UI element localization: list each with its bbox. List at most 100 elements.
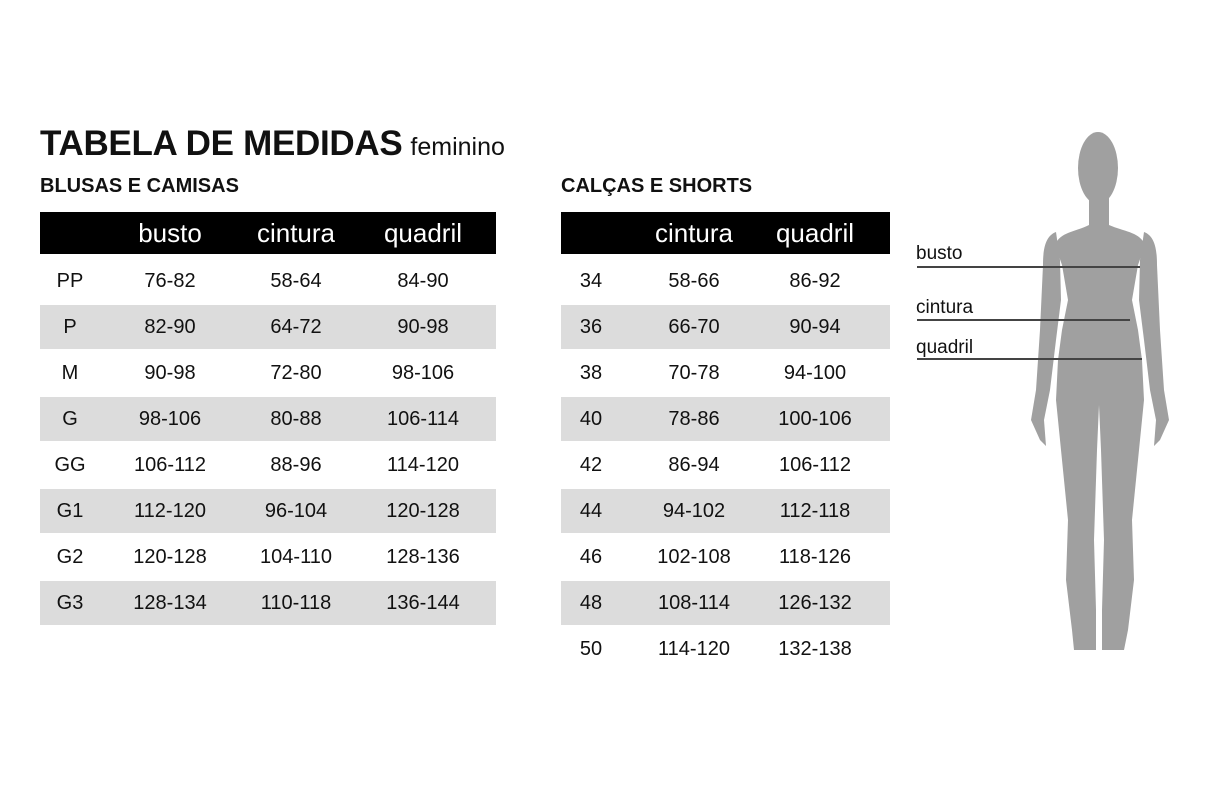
size-cell: 36: [579, 315, 603, 338]
silhouette-right-arm: [1139, 232, 1169, 446]
measure-cell: 58-66: [668, 269, 720, 292]
table-header: busto cintura quadril: [40, 212, 496, 254]
measure-cell: 120-128: [133, 545, 207, 568]
table-row: 40 78-86 100-106: [561, 396, 890, 442]
table-header: cintura quadril: [561, 212, 890, 254]
subtitle: feminino: [410, 133, 505, 161]
measure-cell: 104-110: [260, 545, 332, 568]
measure-cell: 86-94: [668, 453, 720, 476]
measure-cell: 98-106: [138, 407, 202, 430]
table-row: G3 128-134 110-118 136-144: [40, 580, 496, 626]
title-text: TABELA DE MEDIDAS: [40, 124, 403, 163]
table-row: 38 70-78 94-100: [561, 350, 890, 396]
table-row: G 98-106 80-88 106-114: [40, 396, 496, 442]
size-cell: 40: [579, 407, 603, 430]
measure-cell: 112-118: [779, 499, 851, 522]
measure-cell: 84-90: [397, 269, 449, 292]
measure-cell: 96-104: [264, 499, 328, 522]
measure-cell: 110-118: [260, 591, 332, 614]
measure-cell: 80-88: [270, 407, 322, 430]
size-cell: GG: [54, 453, 86, 476]
measure-cell: 76-82: [144, 269, 196, 292]
size-cell: 42: [579, 453, 603, 476]
size-cell: 46: [579, 545, 603, 568]
table-row: PP 76-82 58-64 84-90: [40, 258, 496, 304]
table-row: 46 102-108 118-126: [561, 534, 890, 580]
measure-cell: 120-128: [386, 499, 460, 522]
measure-cell: 64-72: [270, 315, 322, 338]
measure-cell: 102-108: [657, 545, 731, 568]
measure-cell: 106-114: [387, 407, 459, 430]
table-row: 48 108-114 126-132: [561, 580, 890, 626]
column-header: cintura: [654, 217, 734, 248]
label-busto: busto: [916, 243, 963, 264]
table-row: GG 106-112 88-96 114-120: [40, 442, 496, 488]
measure-cell: 86-92: [789, 269, 841, 292]
size-cell: G3: [56, 591, 84, 614]
measure-cell: 90-94: [789, 315, 841, 338]
column-header: cintura: [256, 217, 336, 248]
table-row: 44 94-102 112-118: [561, 488, 890, 534]
silhouette-head: [1078, 132, 1118, 204]
column-header: quadril: [383, 217, 463, 248]
measure-cell: 70-78: [668, 361, 720, 384]
table-row: P 82-90 64-72 90-98: [40, 304, 496, 350]
blusas-table: busto cintura quadril PP 76-82 58-64 84-90 P 82-…: [40, 212, 496, 626]
measure-cell: 58-64: [270, 269, 322, 292]
measure-cell: 82-90: [144, 315, 196, 338]
measure-cell: 108-114: [658, 591, 730, 614]
size-cell: 48: [579, 591, 603, 614]
column-header: quadril: [775, 217, 855, 248]
table-row: G1 112-120 96-104 120-128: [40, 488, 496, 534]
size-cell: 50: [579, 637, 603, 660]
line-cintura: [917, 319, 1130, 321]
measure-cell: 78-86: [668, 407, 720, 430]
measure-cell: 90-98: [144, 361, 196, 384]
measure-cell: 72-80: [270, 361, 322, 384]
measure-cell: 90-98: [397, 315, 449, 338]
line-quadril: [917, 358, 1142, 360]
size-cell: 34: [579, 269, 603, 292]
measure-cell: 106-112: [134, 453, 206, 476]
size-cell: G1: [56, 499, 84, 522]
blusas-heading: BLUSAS E CAMISAS: [40, 175, 239, 197]
measure-cell: 132-138: [778, 637, 852, 660]
size-cell: 38: [579, 361, 603, 384]
label-cintura: cintura: [916, 297, 974, 318]
measure-cell: 126-132: [778, 591, 852, 614]
column-header: busto: [138, 217, 202, 248]
measure-cell: 100-106: [778, 407, 852, 430]
size-cell: PP: [56, 269, 84, 292]
table-row: 36 66-70 90-94: [561, 304, 890, 350]
measure-cell: 98-106: [391, 361, 455, 384]
page-title: TABELA DE MEDIDAS feminino: [40, 124, 505, 164]
silhouette-left-arm: [1031, 232, 1061, 446]
measure-cell: 114-120: [658, 637, 730, 660]
table-row: M 90-98 72-80 98-106: [40, 350, 496, 396]
silhouette-torso-legs: [1055, 198, 1145, 650]
measure-cell: 118-126: [779, 545, 851, 568]
measure-cell: 94-102: [662, 499, 726, 522]
table-row: 50 114-120 132-138: [561, 626, 890, 672]
measure-cell: 114-120: [387, 453, 459, 476]
measure-cell: 66-70: [668, 315, 720, 338]
calcas-heading: CALÇAS E SHORTS: [561, 175, 753, 197]
size-cell: G: [62, 407, 78, 430]
table-row: 34 58-66 86-92: [561, 258, 890, 304]
line-busto: [917, 266, 1140, 268]
label-quadril: quadril: [916, 337, 974, 358]
measure-cell: 112-120: [134, 499, 206, 522]
size-cell: P: [63, 315, 77, 338]
measure-cell: 106-112: [779, 453, 851, 476]
table-row: 42 86-94 106-112: [561, 442, 890, 488]
measure-cell: 136-144: [386, 591, 460, 614]
table-row: G2 120-128 104-110 128-136: [40, 534, 496, 580]
measure-cell: 128-136: [386, 545, 460, 568]
measure-cell: 94-100: [783, 361, 847, 384]
size-cell: G2: [56, 545, 84, 568]
calcas-table: cintura quadril 34 58-66 86-92 36 66-70 90-94 38…: [561, 212, 890, 672]
size-cell: M: [61, 361, 79, 384]
size-cell: 44: [579, 499, 603, 522]
measure-cell: 88-96: [270, 453, 322, 476]
